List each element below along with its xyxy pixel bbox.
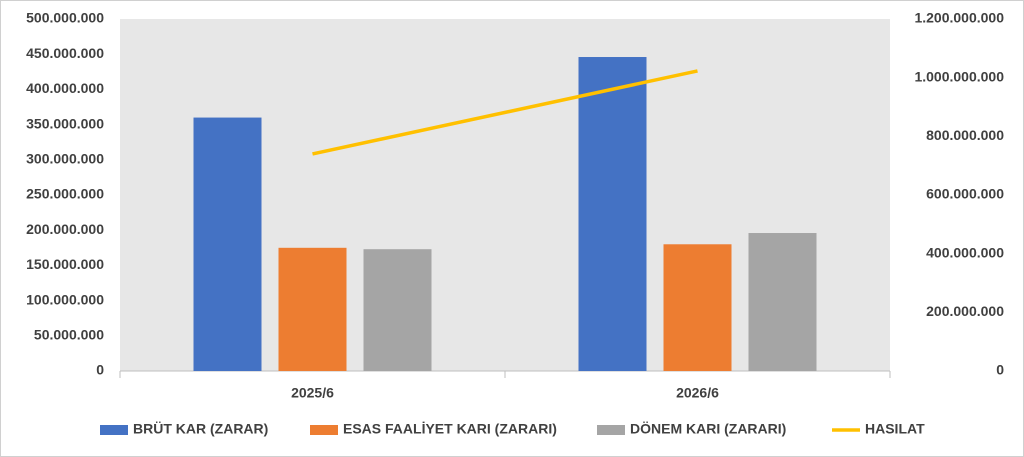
legend-swatch <box>100 425 128 435</box>
y2-tick-label: 800.000.000 <box>926 127 1004 143</box>
legend-label: HASILAT <box>865 421 925 437</box>
x-tick-label: 2026/6 <box>676 385 719 401</box>
y2-tick-label: 400.000.000 <box>926 244 1004 260</box>
y2-tick-label: 1.000.000.000 <box>914 68 1004 84</box>
y-tick-label: 0 <box>96 362 104 378</box>
y2-tick-label: 0 <box>996 362 1004 378</box>
x-tick-label: 2025/6 <box>291 385 334 401</box>
y-tick-label: 350.000.000 <box>26 115 104 131</box>
y-tick-label: 500.000.000 <box>26 10 104 26</box>
legend-label: ESAS FAALİYET KARI (ZARARI) <box>343 421 557 437</box>
y-tick-label: 100.000.000 <box>26 291 104 307</box>
legend-label: BRÜT KAR (ZARAR) <box>133 421 268 437</box>
legend-label: DÖNEM KARI (ZARARI) <box>630 421 786 437</box>
y-tick-label: 450.000.000 <box>26 45 104 61</box>
y2-tick-label: 200.000.000 <box>926 303 1004 319</box>
y-tick-label: 50.000.000 <box>34 327 104 343</box>
y2-tick-label: 600.000.000 <box>926 186 1004 202</box>
y-tick-label: 400.000.000 <box>26 80 104 96</box>
bar <box>278 247 347 371</box>
y-tick-label: 300.000.000 <box>26 151 104 167</box>
y2-tick-label: 1.200.000.000 <box>914 10 1004 26</box>
y-tick-label: 250.000.000 <box>26 186 104 202</box>
y-tick-label: 150.000.000 <box>26 256 104 272</box>
y-tick-label: 200.000.000 <box>26 221 104 237</box>
bar <box>363 249 432 371</box>
bar <box>663 244 732 371</box>
bar <box>578 57 647 372</box>
line-series <box>312 69 698 156</box>
legend-swatch <box>597 425 625 435</box>
legend-swatch <box>310 425 338 435</box>
bar <box>748 233 817 371</box>
bar <box>193 117 262 371</box>
